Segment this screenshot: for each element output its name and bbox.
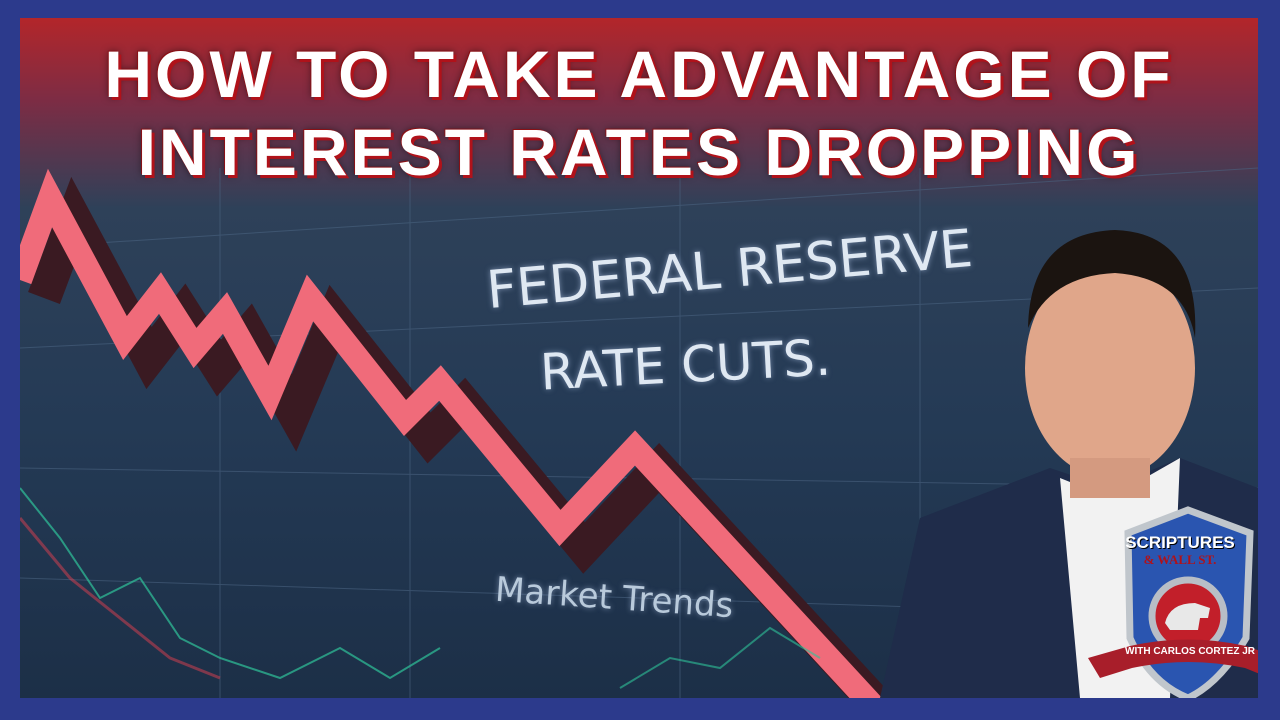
trend-line — [20, 168, 883, 698]
logo-subtitle: & WALL ST. — [1143, 552, 1217, 567]
scriptures-wall-st-logo — [1088, 506, 1258, 698]
candlesticks — [20, 487, 821, 689]
trend-line-shadow — [28, 176, 895, 698]
logo-title: SCRIPTURES — [1125, 533, 1235, 552]
headline-line-1: HOW TO TAKE ADVANTAGE OF — [104, 37, 1174, 111]
thumbnail-frame: FEDERAL RESERVE RATE CUTS. Market Trends… — [20, 18, 1258, 698]
background-chart — [20, 167, 1258, 698]
headline-line-2: INTEREST RATES DROPPING — [137, 115, 1141, 189]
logo-ribbon-text: WITH CARLOS CORTEZ JR — [1125, 646, 1255, 657]
